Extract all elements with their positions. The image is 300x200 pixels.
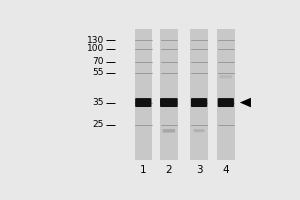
Text: 100: 100	[86, 44, 104, 53]
FancyBboxPatch shape	[218, 98, 234, 107]
Bar	[135, 29, 152, 160]
Text: 35: 35	[92, 98, 104, 107]
FancyBboxPatch shape	[191, 98, 207, 107]
Bar	[217, 29, 235, 160]
Bar	[160, 29, 178, 160]
Text: 130: 130	[86, 36, 104, 45]
Text: 70: 70	[92, 57, 104, 66]
FancyBboxPatch shape	[163, 129, 175, 133]
Text: 1: 1	[140, 165, 147, 175]
Text: 3: 3	[196, 165, 202, 175]
FancyBboxPatch shape	[135, 98, 152, 107]
Polygon shape	[240, 98, 251, 107]
Text: 25: 25	[92, 120, 104, 129]
FancyBboxPatch shape	[194, 129, 205, 132]
Text: 4: 4	[223, 165, 229, 175]
Text: 55: 55	[92, 68, 104, 77]
Bar	[190, 29, 208, 160]
Text: 2: 2	[166, 165, 172, 175]
FancyBboxPatch shape	[160, 98, 178, 107]
FancyBboxPatch shape	[220, 75, 232, 78]
